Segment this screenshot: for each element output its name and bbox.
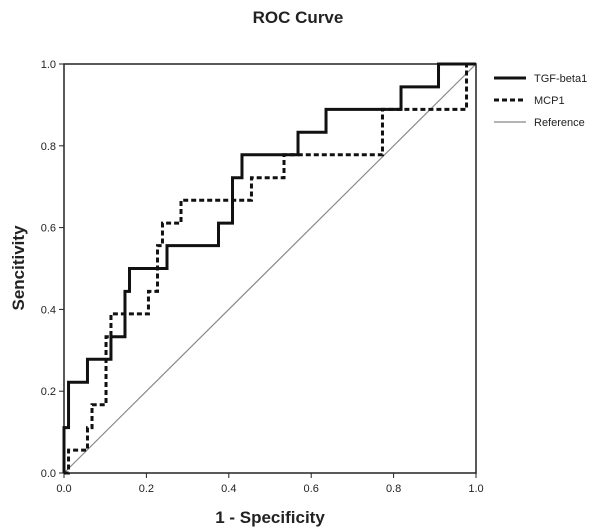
legend-label: Reference [534, 117, 585, 129]
y-axis-ticks: 0.0 0.2 0.4 0.6 0.8 1.0 [41, 59, 64, 480]
legend-label: MCP1 [534, 95, 565, 107]
x-tick-label: 1.0 [468, 483, 483, 495]
y-tick-label: 0.2 [41, 386, 56, 398]
x-tick-label: 0.0 [56, 483, 71, 495]
x-tick-label: 0.2 [139, 483, 154, 495]
y-axis-label: Sencitivity [9, 225, 28, 311]
series-layer [62, 62, 477, 475]
x-axis-ticks: 0.0 0.2 0.4 0.6 0.8 1.0 [56, 473, 484, 495]
x-tick-label: 0.8 [386, 483, 401, 495]
y-tick-label: 0.6 [41, 223, 56, 235]
x-tick-label: 0.6 [304, 483, 319, 495]
plot-area-frame [63, 63, 477, 474]
legend-label: TGF-beta1 [534, 73, 587, 85]
chart-title: ROC Curve [253, 8, 344, 27]
legend: TGF-beta1 MCP1 Reference [494, 73, 587, 129]
series-line-reference [63, 63, 477, 474]
y-tick-label: 0.4 [41, 304, 56, 316]
y-tick-label: 0.0 [41, 468, 56, 480]
y-tick-label: 1.0 [41, 59, 56, 71]
series-line-tgf-beta1 [62, 62, 476, 473]
y-tick-label: 0.8 [41, 141, 56, 153]
x-axis-label: 1 - Specificity [215, 508, 325, 527]
x-tick-label: 0.4 [221, 483, 236, 495]
